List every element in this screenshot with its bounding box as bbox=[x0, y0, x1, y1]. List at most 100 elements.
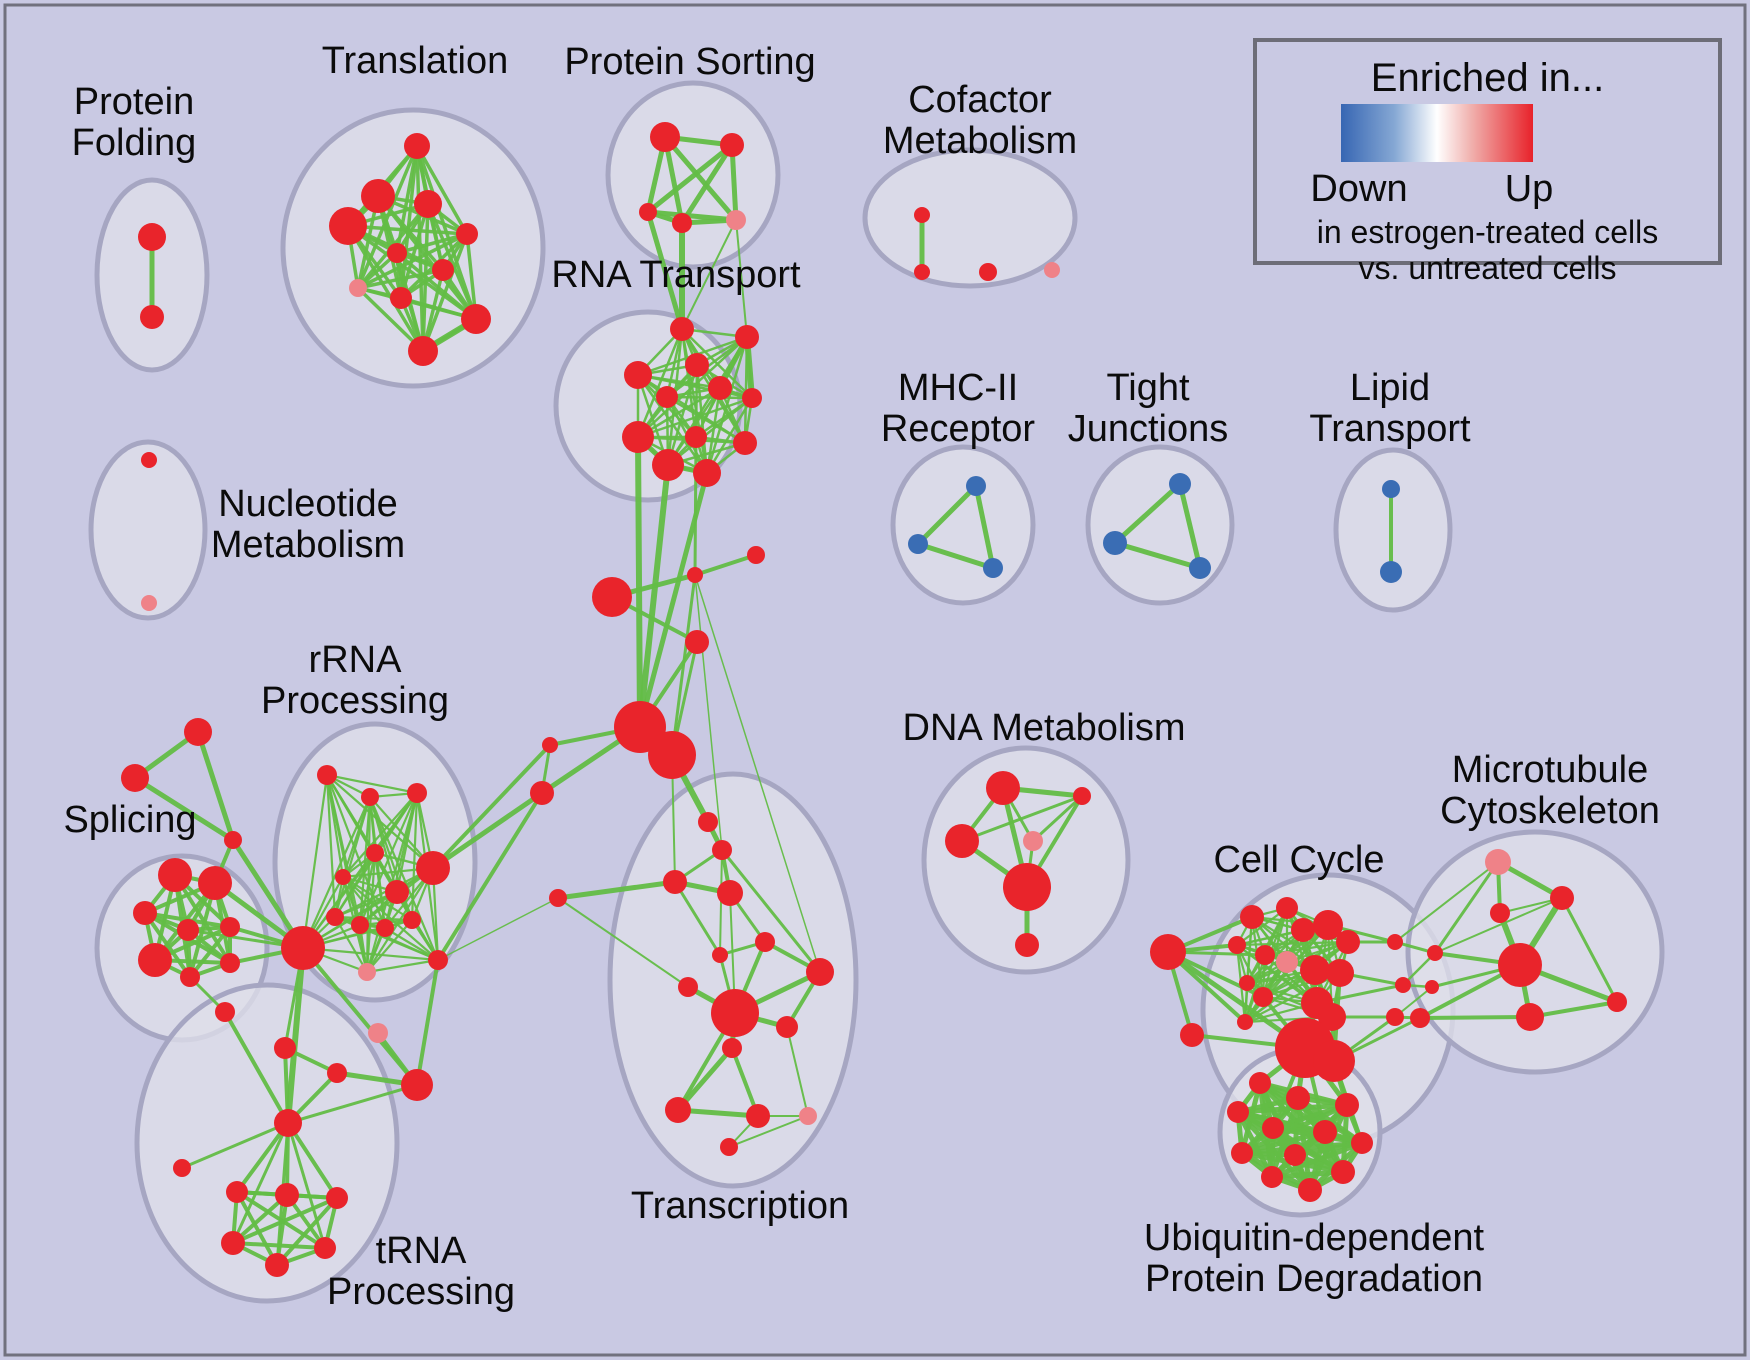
network-node[interactable] bbox=[693, 459, 721, 487]
network-node[interactable] bbox=[314, 1237, 336, 1259]
network-node[interactable] bbox=[1286, 1086, 1310, 1110]
network-node[interactable] bbox=[349, 279, 367, 297]
network-node[interactable] bbox=[1516, 1003, 1544, 1031]
network-node[interactable] bbox=[387, 243, 407, 263]
network-node[interactable] bbox=[652, 449, 684, 481]
network-node[interactable] bbox=[215, 1002, 235, 1022]
network-node[interactable] bbox=[401, 1069, 433, 1101]
network-node[interactable] bbox=[1044, 262, 1060, 278]
network-node[interactable] bbox=[592, 577, 632, 617]
network-node[interactable] bbox=[742, 388, 762, 408]
network-node[interactable] bbox=[1253, 987, 1273, 1007]
network-node[interactable] bbox=[1550, 886, 1574, 910]
network-node[interactable] bbox=[274, 1037, 296, 1059]
network-node[interactable] bbox=[1313, 1120, 1337, 1144]
network-node[interactable] bbox=[461, 304, 491, 334]
network-node[interactable] bbox=[138, 223, 166, 251]
network-node[interactable] bbox=[1103, 531, 1127, 555]
network-node[interactable] bbox=[542, 737, 558, 753]
network-node[interactable] bbox=[622, 421, 654, 453]
network-node[interactable] bbox=[358, 963, 376, 981]
network-node[interactable] bbox=[221, 1231, 245, 1255]
network-node[interactable] bbox=[726, 210, 746, 230]
network-node[interactable] bbox=[1380, 561, 1402, 583]
network-node[interactable] bbox=[720, 1138, 738, 1156]
network-node[interactable] bbox=[1326, 959, 1354, 987]
network-node[interactable] bbox=[712, 840, 732, 860]
network-node[interactable] bbox=[656, 386, 678, 408]
network-node[interactable] bbox=[275, 1183, 299, 1207]
network-node[interactable] bbox=[226, 1181, 248, 1203]
network-node[interactable] bbox=[403, 911, 421, 929]
network-node[interactable] bbox=[121, 764, 149, 792]
network-node[interactable] bbox=[1331, 1160, 1355, 1184]
network-node[interactable] bbox=[281, 926, 325, 970]
network-node[interactable] bbox=[624, 361, 652, 389]
network-node[interactable] bbox=[708, 376, 732, 400]
network-node[interactable] bbox=[351, 916, 369, 934]
network-node[interactable] bbox=[368, 1023, 388, 1043]
network-node[interactable] bbox=[720, 133, 744, 157]
network-node[interactable] bbox=[274, 1109, 302, 1137]
network-node[interactable] bbox=[1239, 975, 1255, 991]
network-node[interactable] bbox=[966, 476, 986, 496]
network-node[interactable] bbox=[224, 831, 242, 849]
network-node[interactable] bbox=[1284, 1144, 1306, 1166]
network-node[interactable] bbox=[141, 595, 157, 611]
network-node[interactable] bbox=[138, 943, 172, 977]
network-node[interactable] bbox=[1023, 831, 1043, 851]
network-node[interactable] bbox=[1150, 934, 1186, 970]
network-node[interactable] bbox=[986, 771, 1020, 805]
network-node[interactable] bbox=[366, 844, 384, 862]
network-node[interactable] bbox=[326, 1187, 348, 1209]
network-node[interactable] bbox=[711, 989, 759, 1037]
network-node[interactable] bbox=[717, 880, 743, 906]
network-node[interactable] bbox=[1231, 1142, 1253, 1164]
network-node[interactable] bbox=[1386, 1008, 1404, 1026]
network-node[interactable] bbox=[1228, 936, 1246, 954]
network-node[interactable] bbox=[1276, 951, 1298, 973]
network-node[interactable] bbox=[1015, 933, 1039, 957]
network-node[interactable] bbox=[327, 1063, 347, 1083]
network-node[interactable] bbox=[390, 287, 412, 309]
network-node[interactable] bbox=[1498, 943, 1542, 987]
network-node[interactable] bbox=[1313, 910, 1343, 940]
network-node[interactable] bbox=[1298, 1178, 1322, 1202]
network-node[interactable] bbox=[416, 851, 450, 885]
network-node[interactable] bbox=[220, 917, 240, 937]
network-node[interactable] bbox=[1261, 1166, 1283, 1188]
network-node[interactable] bbox=[404, 133, 430, 159]
network-node[interactable] bbox=[1003, 863, 1051, 911]
network-node[interactable] bbox=[385, 880, 409, 904]
network-node[interactable] bbox=[1425, 980, 1439, 994]
network-node[interactable] bbox=[173, 1159, 191, 1177]
network-node[interactable] bbox=[672, 213, 692, 233]
network-node[interactable] bbox=[1410, 1008, 1430, 1028]
network-node[interactable] bbox=[1485, 849, 1511, 875]
network-node[interactable] bbox=[1073, 787, 1091, 805]
network-node[interactable] bbox=[198, 866, 232, 900]
network-node[interactable] bbox=[1607, 992, 1627, 1012]
network-node[interactable] bbox=[414, 190, 442, 218]
network-node[interactable] bbox=[1382, 480, 1400, 498]
network-node[interactable] bbox=[663, 870, 687, 894]
network-node[interactable] bbox=[755, 932, 775, 952]
network-node[interactable] bbox=[158, 858, 192, 892]
network-node[interactable] bbox=[983, 558, 1003, 578]
network-node[interactable] bbox=[1351, 1132, 1373, 1154]
network-node[interactable] bbox=[549, 889, 567, 907]
network-node[interactable] bbox=[1300, 955, 1330, 985]
network-node[interactable] bbox=[1291, 918, 1315, 942]
network-node[interactable] bbox=[678, 977, 698, 997]
network-node[interactable] bbox=[1249, 1072, 1271, 1094]
network-node[interactable] bbox=[670, 317, 694, 341]
network-node[interactable] bbox=[407, 783, 427, 803]
network-node[interactable] bbox=[141, 452, 157, 468]
network-node[interactable] bbox=[799, 1107, 817, 1125]
network-node[interactable] bbox=[408, 336, 438, 366]
network-node[interactable] bbox=[735, 325, 759, 349]
network-node[interactable] bbox=[1318, 1003, 1346, 1031]
network-node[interactable] bbox=[698, 812, 718, 832]
network-node[interactable] bbox=[329, 207, 367, 245]
network-node[interactable] bbox=[1255, 945, 1275, 965]
